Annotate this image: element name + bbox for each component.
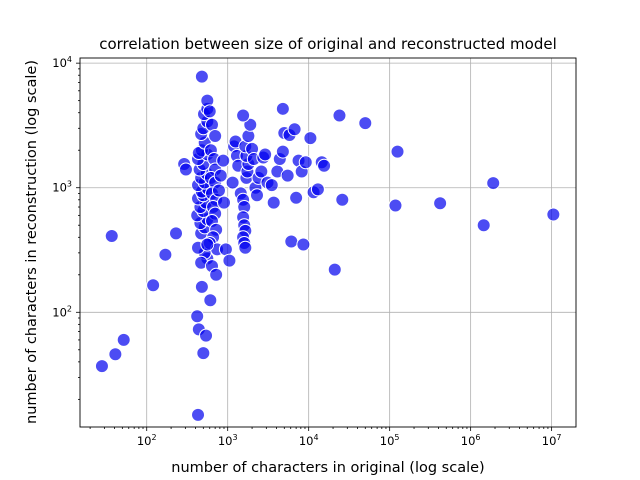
data-point	[236, 108, 251, 123]
data-point	[298, 155, 313, 170]
data-point	[194, 279, 209, 294]
data-point	[146, 278, 161, 293]
data-point	[264, 178, 279, 193]
data-point	[225, 175, 240, 190]
x-axis-label: number of characters in original (log sc…	[171, 460, 484, 476]
data-point	[211, 183, 226, 198]
y-tick-label: 102	[52, 304, 72, 319]
x-tick-label: 106	[461, 433, 481, 448]
data-point	[284, 234, 299, 249]
data-point	[199, 328, 214, 343]
x-tick-label: 104	[299, 433, 319, 448]
data-point	[433, 196, 448, 211]
data-point	[104, 228, 119, 243]
data-point	[476, 218, 491, 233]
data-point	[202, 104, 217, 119]
data-point	[196, 346, 211, 361]
y-axis-label: number of characters in reconstruction (…	[24, 60, 40, 424]
axis-ticks: 102 103 104 105 106 107 102 103 104	[52, 55, 561, 448]
chart-title: correlation between size of original and…	[99, 35, 557, 53]
data-point	[108, 347, 123, 362]
data-point	[275, 144, 290, 159]
data-point	[332, 108, 347, 123]
data-point	[258, 147, 273, 162]
data-point	[208, 129, 223, 144]
data-point	[194, 69, 209, 84]
data-point	[275, 101, 290, 116]
data-point	[280, 168, 295, 183]
data-point	[296, 237, 311, 252]
data-point	[358, 116, 373, 131]
x-tick-label: 102	[137, 433, 157, 448]
data-point	[238, 240, 253, 255]
data-point	[216, 195, 231, 210]
data-point	[200, 237, 215, 252]
data-point	[390, 144, 405, 159]
data-point	[287, 122, 302, 137]
x-tick-label: 103	[218, 433, 238, 448]
data-point	[169, 226, 184, 241]
data-point	[266, 195, 281, 210]
plot-frame	[79, 57, 577, 428]
data-point	[178, 162, 193, 177]
data-point	[388, 198, 403, 213]
y-tick-label: 103	[52, 180, 72, 195]
data-point	[94, 359, 109, 374]
data-point	[209, 267, 224, 282]
data-point	[254, 164, 269, 179]
data-point	[335, 192, 350, 207]
y-tick-label: 104	[52, 55, 72, 70]
data-point	[546, 207, 561, 222]
data-point	[190, 309, 205, 324]
data-point	[116, 332, 131, 347]
data-point	[216, 153, 231, 168]
data-point	[249, 188, 264, 203]
data-point	[303, 131, 318, 146]
data-point	[310, 182, 325, 197]
data-point	[317, 158, 332, 173]
x-tick-label: 107	[542, 433, 562, 448]
data-point	[243, 117, 258, 132]
data-point	[158, 247, 173, 262]
data-points	[94, 69, 561, 422]
x-tick-label: 105	[380, 433, 400, 448]
data-point	[191, 407, 206, 422]
data-point	[222, 253, 237, 268]
data-point	[213, 168, 228, 183]
grid-layer	[80, 58, 576, 427]
data-point	[486, 176, 501, 191]
data-point	[203, 293, 218, 308]
data-point	[327, 262, 342, 277]
data-point	[289, 190, 304, 205]
